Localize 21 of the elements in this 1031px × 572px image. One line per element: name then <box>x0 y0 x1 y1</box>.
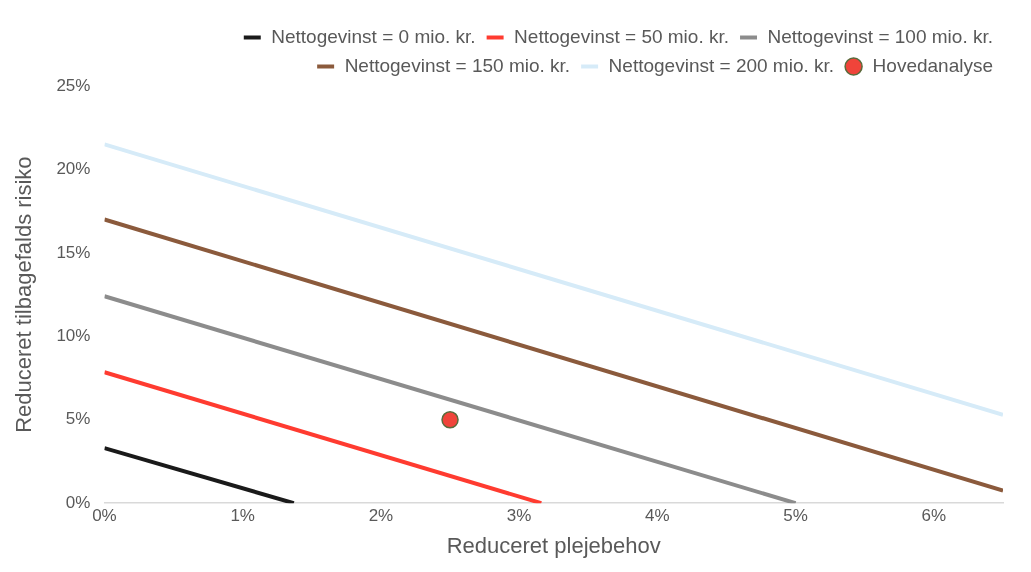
x-tick-label: 3% <box>506 506 532 526</box>
legend-label: Hovedanalyse <box>872 54 994 76</box>
y-tick-label: 15% <box>56 242 91 262</box>
x-tick-label: 1% <box>230 506 255 526</box>
x-tick-label: 2% <box>368 506 394 526</box>
x-tick-label: 4% <box>645 506 670 526</box>
legend-label: Nettogevinst = 150 mio. kr. <box>344 54 571 76</box>
legend-label: Nettogevinst = 0 mio. kr. <box>271 25 476 47</box>
y-tick-label: 25% <box>56 75 91 95</box>
legend-label: Nettogevinst = 200 mio. kr. <box>608 54 835 76</box>
x-tick-label: 5% <box>783 506 808 526</box>
legend-label: Nettogevinst = 50 mio. kr. <box>514 25 730 47</box>
x-tick-label: 6% <box>921 506 947 526</box>
y-tick-label: 0% <box>65 492 91 512</box>
y-tick-label: 10% <box>56 326 91 346</box>
y-tick-label: 5% <box>65 409 91 429</box>
y-tick-label: 20% <box>56 159 91 179</box>
y-axis-title: Reduceret tilbagefalds risiko <box>11 156 37 433</box>
x-tick-label: 0% <box>92 506 117 526</box>
x-axis-title: Reduceret plejebehov <box>446 532 661 558</box>
legend-label: Nettogevinst = 100 mio. kr. <box>767 25 994 47</box>
